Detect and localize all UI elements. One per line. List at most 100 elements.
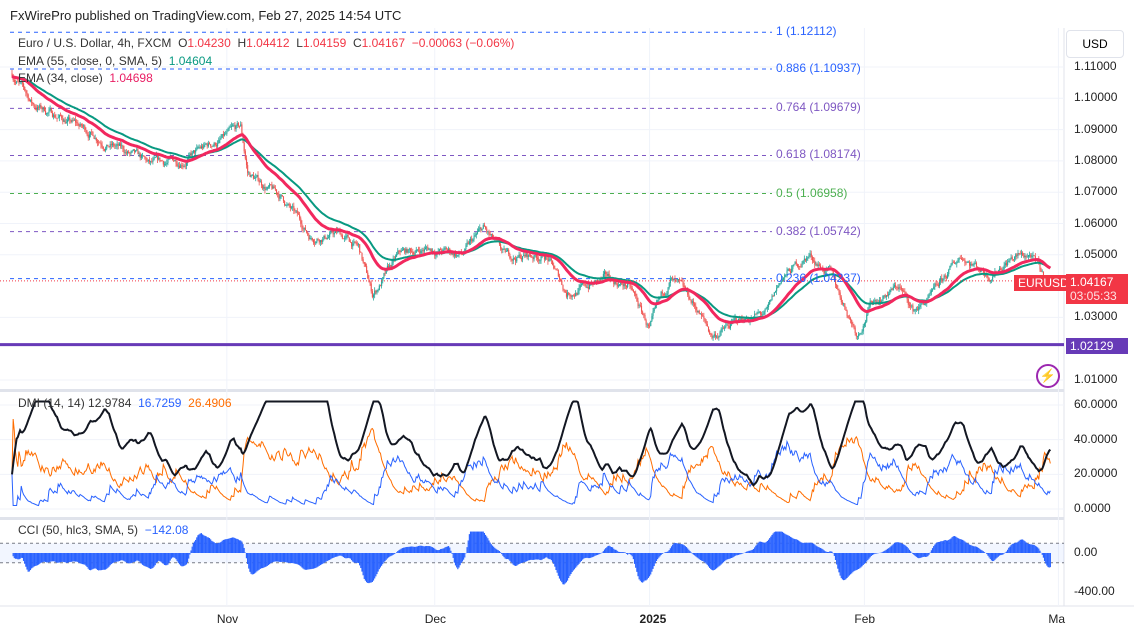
- candle-body: [326, 238, 328, 240]
- cci-bar: [305, 553, 308, 570]
- time-tick: Feb: [854, 612, 876, 626]
- candle-body: [847, 316, 849, 318]
- cci-legend[interactable]: CCI (50, hlc3, SMA, 5) −142.08: [18, 523, 188, 537]
- candle-body: [992, 276, 994, 280]
- time-tick: 2025: [639, 612, 667, 626]
- cci-bar: [160, 553, 162, 562]
- candle-body: [578, 287, 580, 291]
- candle-body: [471, 238, 473, 242]
- candle-body: [711, 334, 713, 338]
- cci-bar: [1032, 544, 1034, 553]
- candle-body: [631, 287, 633, 290]
- cci-bar: [169, 553, 171, 561]
- candle-body: [512, 258, 514, 261]
- cci-bar: [16, 553, 18, 559]
- candle-body: [46, 113, 48, 115]
- cci-bar: [707, 553, 710, 567]
- dmi-legend[interactable]: DMI (14, 14) 12.9784 16.7259 26.4906: [18, 396, 232, 410]
- candle-body: [837, 288, 839, 290]
- candle-body: [535, 254, 537, 258]
- candle-body: [987, 276, 989, 279]
- cci-bar: [54, 553, 56, 562]
- candle-body: [785, 274, 787, 276]
- cci-bar: [918, 553, 920, 559]
- candle-body: [243, 142, 245, 152]
- candle-body: [76, 122, 78, 123]
- cci-bar: [718, 553, 720, 567]
- candle-body: [545, 256, 547, 260]
- ema34-legend[interactable]: EMA (34, close) 1.04698: [18, 71, 153, 85]
- ema55-legend[interactable]: EMA (55, close, 0, SMA, 5) 1.04604: [18, 54, 212, 68]
- cci-bar: [115, 553, 117, 562]
- candle-body: [525, 253, 527, 257]
- cci-bar: [889, 547, 891, 553]
- cci-bar: [972, 545, 974, 553]
- candle-body: [275, 189, 278, 193]
- candle-body: [986, 273, 988, 277]
- cci-bar: [562, 553, 564, 585]
- candle-body: [68, 117, 70, 120]
- cci-bar: [955, 536, 957, 553]
- cci-bar: [610, 546, 613, 553]
- candle-body: [148, 159, 151, 162]
- cci-bar: [727, 553, 729, 560]
- cci-bar: [171, 553, 174, 558]
- cci-bar: [982, 551, 984, 553]
- cci-bar: [402, 547, 405, 553]
- cci-bar: [528, 553, 531, 561]
- candle-body: [85, 129, 87, 133]
- candle-body: [883, 295, 885, 297]
- cci-bar: [72, 553, 74, 562]
- currency-button[interactable]: USD: [1066, 30, 1124, 58]
- cci-bar: [1035, 546, 1038, 553]
- candle-body: [920, 302, 922, 306]
- cci-bar: [499, 552, 502, 553]
- cci-bar: [884, 550, 886, 553]
- cci-bar: [538, 553, 540, 560]
- candle-body: [87, 134, 89, 138]
- cci-bar: [907, 548, 909, 553]
- candle-body: [833, 276, 835, 280]
- cci-bar: [84, 553, 86, 565]
- cci-bar: [387, 553, 390, 558]
- candle-body: [523, 255, 525, 257]
- candle-body: [263, 186, 265, 189]
- candle-body: [778, 283, 780, 286]
- candle-body: [642, 311, 644, 315]
- cci-bar: [694, 553, 696, 556]
- candle-body: [235, 125, 237, 130]
- candle-body: [215, 145, 218, 147]
- cci-bar: [873, 553, 875, 555]
- cci-bar: [809, 542, 811, 553]
- candle-body: [197, 147, 199, 148]
- cci-bar: [914, 553, 916, 557]
- candle-body: [727, 324, 729, 326]
- candle-body: [668, 282, 670, 288]
- cci-bar: [987, 553, 989, 556]
- lightning-icon[interactable]: ⚡: [1036, 364, 1060, 388]
- cci-bar: [852, 553, 854, 573]
- candle-body: [91, 131, 93, 133]
- cci-bar: [988, 553, 990, 558]
- candle-body: [813, 260, 815, 262]
- candle-body: [852, 324, 854, 326]
- candle-body: [968, 262, 971, 266]
- candle-body: [948, 269, 950, 275]
- high-value: 1.04412: [246, 36, 290, 50]
- candle-body: [689, 299, 691, 300]
- candle-body: [280, 194, 282, 197]
- candle-body: [599, 278, 601, 281]
- candle-body: [61, 115, 63, 119]
- cci-bar: [1007, 549, 1009, 553]
- cci-bar: [991, 553, 994, 562]
- last-price-tag: 1.04167 03:05:33: [1066, 274, 1128, 304]
- fib-level-label: 0.764 (1.09679): [776, 100, 861, 115]
- candle-body: [817, 264, 819, 267]
- candle-body: [152, 159, 154, 162]
- cci-bar: [859, 553, 861, 569]
- cci-bar: [461, 553, 464, 562]
- last-price: 1.04167: [1070, 275, 1114, 289]
- candle-body: [178, 165, 181, 168]
- cci-bar: [711, 553, 713, 570]
